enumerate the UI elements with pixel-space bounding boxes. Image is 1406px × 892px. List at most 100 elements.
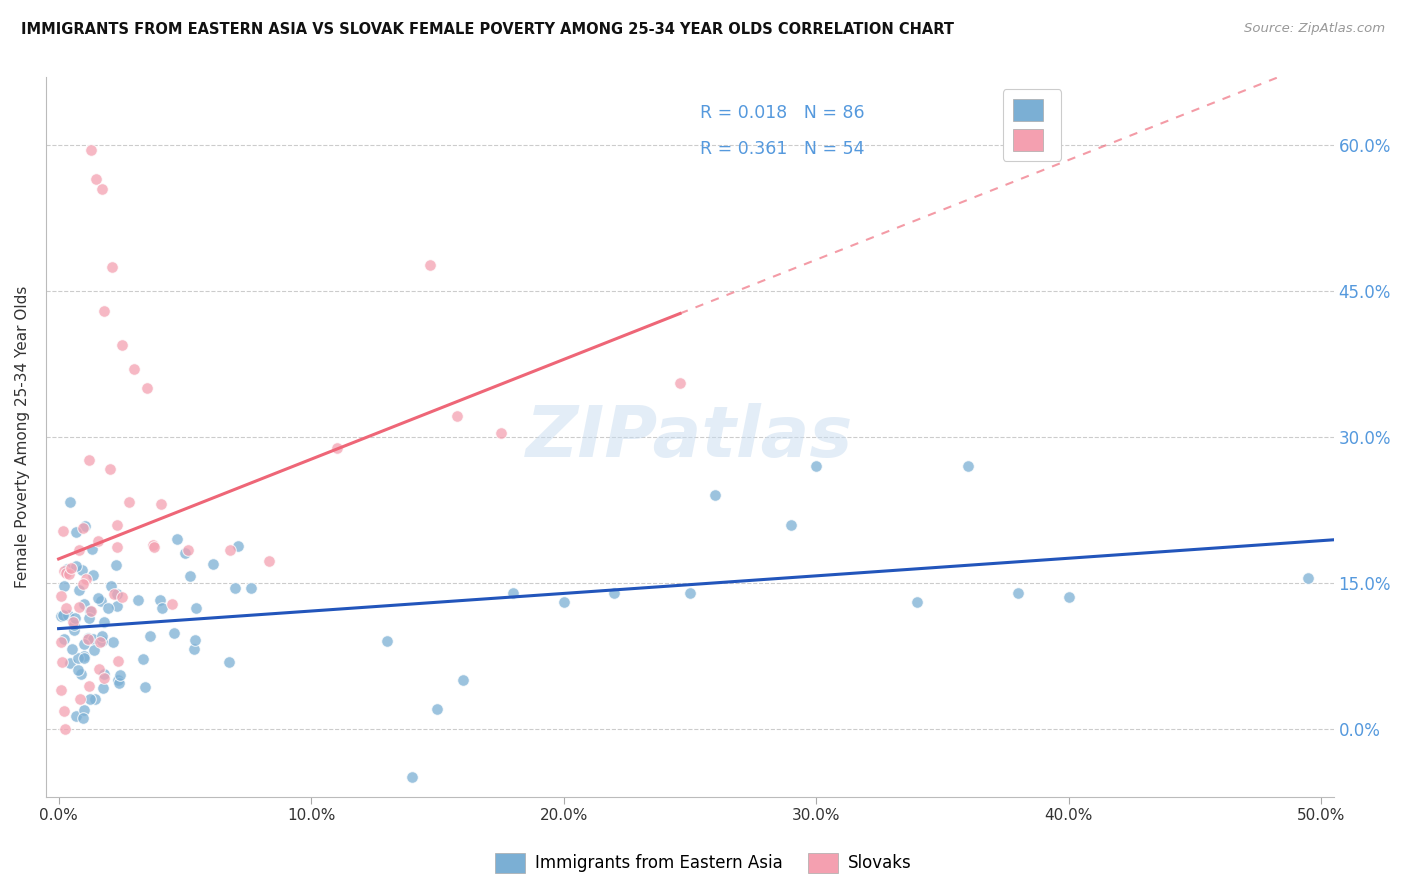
Point <box>77 632 100 646</box>
Point <box>98 462 121 476</box>
Point <box>52 524 75 538</box>
Point <box>77 453 100 467</box>
Point <box>142 538 165 552</box>
Point <box>107 654 129 668</box>
Point <box>489 425 512 440</box>
Point <box>142 540 165 554</box>
Point <box>1007 585 1029 599</box>
Point <box>107 673 129 687</box>
Point <box>91 681 114 695</box>
Point <box>132 652 155 666</box>
Point <box>401 770 423 784</box>
Point <box>77 679 100 693</box>
Text: IMMIGRANTS FROM EASTERN ASIA VS SLOVAK FEMALE POVERTY AMONG 25-34 YEAR OLDS CORR: IMMIGRANTS FROM EASTERN ASIA VS SLOVAK F… <box>21 22 955 37</box>
Point <box>73 704 96 718</box>
Point <box>75 572 97 586</box>
Point <box>90 629 112 643</box>
Point <box>72 521 94 535</box>
Point <box>89 634 111 648</box>
Point <box>166 532 188 546</box>
Point <box>55 566 77 580</box>
Point <box>139 629 162 643</box>
Text: R = 0.361   N = 54: R = 0.361 N = 54 <box>700 140 865 159</box>
Point <box>59 561 82 575</box>
Point <box>704 488 727 502</box>
Text: R = 0.018   N = 86: R = 0.018 N = 86 <box>700 104 865 122</box>
Point <box>240 582 263 596</box>
Point <box>66 650 89 665</box>
Point <box>226 539 249 553</box>
Point <box>82 632 104 647</box>
Point <box>1057 591 1080 605</box>
Point <box>87 662 110 676</box>
Point <box>65 525 87 540</box>
Legend: Immigrants from Eastern Asia, Slovaks: Immigrants from Eastern Asia, Slovaks <box>488 847 918 880</box>
Point <box>108 668 131 682</box>
Point <box>72 577 94 591</box>
Point <box>105 558 128 572</box>
Point <box>80 541 103 556</box>
Point <box>956 459 979 474</box>
Point <box>52 564 75 578</box>
Point <box>136 381 159 395</box>
Point <box>55 600 77 615</box>
Point <box>93 671 115 685</box>
Point <box>224 581 246 595</box>
Point <box>73 636 96 650</box>
Point <box>173 545 195 559</box>
Point <box>105 540 128 554</box>
Point <box>69 691 91 706</box>
Point <box>105 586 128 600</box>
Point <box>93 303 115 318</box>
Point <box>779 517 801 532</box>
Point <box>65 558 87 573</box>
Legend: , : , <box>1002 89 1062 161</box>
Point <box>62 615 84 629</box>
Point <box>669 376 692 390</box>
Point <box>51 656 73 670</box>
Point <box>150 601 173 615</box>
Point <box>553 595 575 609</box>
Point <box>67 542 90 557</box>
Point <box>804 459 827 474</box>
Point <box>59 495 82 509</box>
Point <box>127 593 149 607</box>
Point <box>79 604 101 618</box>
Point <box>603 585 626 599</box>
Point <box>93 615 115 629</box>
Point <box>90 182 112 196</box>
Point <box>73 519 96 533</box>
Point <box>103 587 125 601</box>
Point <box>58 567 80 582</box>
Point <box>1298 571 1320 585</box>
Point <box>67 583 90 598</box>
Point <box>183 642 205 657</box>
Point <box>149 593 172 607</box>
Point <box>51 609 73 624</box>
Point <box>52 608 75 623</box>
Point <box>84 691 107 706</box>
Point <box>70 667 93 681</box>
Point <box>93 667 115 681</box>
Point <box>218 543 240 558</box>
Point <box>105 518 128 533</box>
Point <box>86 172 108 186</box>
Point <box>56 608 79 623</box>
Point <box>160 597 183 611</box>
Y-axis label: Female Poverty Among 25-34 Year Olds: Female Poverty Among 25-34 Year Olds <box>15 285 30 588</box>
Point <box>77 632 100 646</box>
Point <box>108 675 131 690</box>
Point <box>70 563 93 577</box>
Point <box>90 634 112 648</box>
Point <box>118 495 141 509</box>
Point <box>67 600 90 615</box>
Point <box>679 585 702 599</box>
Point <box>80 144 103 158</box>
Point <box>124 362 146 376</box>
Point <box>87 591 110 605</box>
Text: Source: ZipAtlas.com: Source: ZipAtlas.com <box>1244 22 1385 36</box>
Point <box>179 569 201 583</box>
Point <box>111 337 134 351</box>
Point <box>101 635 124 649</box>
Point <box>905 595 928 609</box>
